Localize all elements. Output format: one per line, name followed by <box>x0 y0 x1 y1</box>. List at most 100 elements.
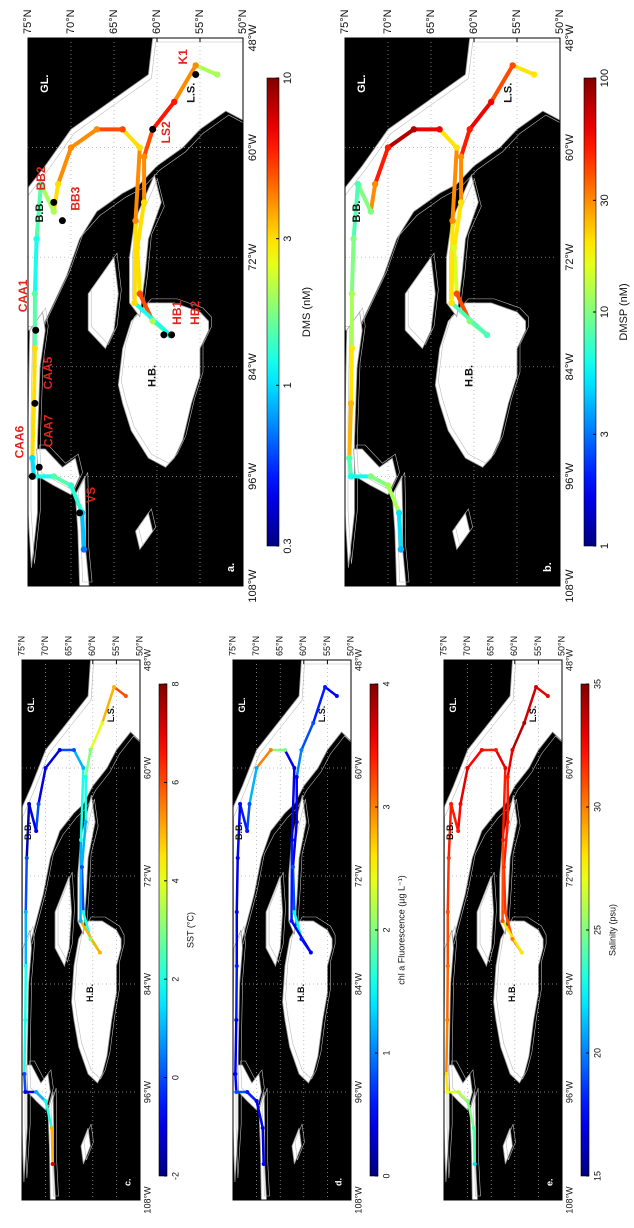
track-point <box>88 748 93 752</box>
station-label: CAA1 <box>16 279 30 312</box>
track-point <box>247 802 252 806</box>
track-point <box>466 126 473 133</box>
bathymetry-contour <box>444 663 562 945</box>
bathymetry-contour <box>479 871 497 963</box>
track-point <box>545 694 550 698</box>
track-segment <box>72 748 85 770</box>
track-point <box>294 820 299 824</box>
colorbar-tick-label: -2 <box>170 1172 180 1180</box>
track-segment <box>502 820 509 869</box>
lat-tick-label: 50°N <box>556 636 566 656</box>
lon-tick-label: 108°W <box>142 1186 152 1214</box>
station-label: CAA7 <box>41 414 55 447</box>
track-segment <box>38 182 56 214</box>
track-point <box>134 244 141 252</box>
track-point <box>79 865 84 869</box>
lat-tick-label: 50°N <box>237 9 249 34</box>
lat-tick-label: 50°N <box>345 636 355 656</box>
station-label: BB3 <box>69 186 83 210</box>
lon-tick-label: 72°W <box>564 243 576 271</box>
station-label: HB1 <box>170 301 184 325</box>
track-point <box>505 775 510 779</box>
track-point <box>308 950 313 955</box>
lon-tick-label: 48°W <box>353 648 363 671</box>
track-point <box>245 829 250 833</box>
track-point <box>290 865 295 869</box>
station-marker <box>149 125 157 133</box>
track-point <box>149 317 156 325</box>
bathymetry-contour <box>347 307 366 564</box>
track-point <box>510 937 515 941</box>
colorbar-tick-label: 2 <box>170 977 180 982</box>
sea <box>404 256 436 350</box>
track-point <box>93 126 101 133</box>
bathymetry-contour <box>90 252 122 346</box>
track-point <box>97 950 102 955</box>
track-point <box>445 1018 450 1022</box>
sea <box>87 256 119 350</box>
track-segment <box>291 865 296 914</box>
track-segment <box>466 748 484 770</box>
track-segment <box>245 1090 258 1103</box>
lat-tick-label: 75°N <box>16 636 26 656</box>
colorbar-title: DMSP (nM) <box>618 283 630 340</box>
track-segment <box>472 1126 476 1166</box>
bathymetry-contour <box>407 252 439 346</box>
track-segment <box>261 1126 265 1166</box>
lon-tick-label: 48°W <box>564 648 574 671</box>
track-point <box>50 473 57 480</box>
track-point <box>43 1099 48 1103</box>
colorbar-tick-label: 15 <box>592 1171 602 1181</box>
track-segment <box>135 200 147 251</box>
bathymetry-contour <box>28 41 243 327</box>
lon-tick-label: 96°W <box>564 462 576 490</box>
sea <box>265 875 283 968</box>
colorbar-tick-label: 0 <box>170 1075 180 1080</box>
track-segment <box>112 685 128 698</box>
region-label: H.B. <box>147 365 159 387</box>
track-segment <box>534 685 550 698</box>
track-point <box>50 1162 55 1166</box>
lat-tick-label: 65°N <box>108 9 120 34</box>
track-point <box>510 748 515 752</box>
map-panel: 75°N 70°N 65°N 60°N 55°N 50°N 108°W 96°W 84°W 72°… <box>16 636 195 1214</box>
track-point <box>136 290 143 297</box>
track-point <box>493 748 498 752</box>
track-point <box>282 748 287 752</box>
map-panel: 75°N 70°N 65°N 60°N 55°N 50°N 108°W 96°W 84°W 72°… <box>227 636 406 1214</box>
track-segment <box>506 748 514 779</box>
track-segment <box>23 1018 27 1076</box>
track-point <box>34 1090 39 1094</box>
track-segment <box>193 63 220 77</box>
lat-tick-label: 75°N <box>22 9 34 34</box>
track-segment <box>445 1072 449 1094</box>
track-point <box>34 829 39 833</box>
map-body <box>444 660 562 1200</box>
colorbar-tick-label: 4 <box>381 681 391 686</box>
track-point <box>83 775 88 779</box>
lon-tick-label: 84°W <box>247 353 259 381</box>
track-point <box>50 208 57 215</box>
map-frame <box>232 659 352 1201</box>
lat-tick-label: 55°N <box>322 636 332 656</box>
lat-tick-label: 65°N <box>275 636 285 656</box>
bathymetry-contour <box>138 508 157 547</box>
track-segment <box>373 145 390 187</box>
region-label: B.B. <box>234 822 244 840</box>
bathymetry-contour <box>30 307 49 564</box>
track-point <box>367 473 374 480</box>
track-segment <box>449 802 460 833</box>
track-point <box>22 1072 27 1076</box>
sea <box>28 38 243 331</box>
bathymetry-contour <box>345 41 560 327</box>
track-segment <box>295 748 303 779</box>
region-label: L.S. <box>106 706 116 723</box>
bathymetry-contour <box>120 298 212 464</box>
bathymetry-contour <box>77 472 93 583</box>
track-point <box>23 910 28 914</box>
lat-tick-label: 55°N <box>111 636 121 656</box>
track-segment <box>459 127 472 159</box>
track-point <box>140 199 148 206</box>
track-point <box>71 748 76 752</box>
track-point <box>449 802 454 806</box>
